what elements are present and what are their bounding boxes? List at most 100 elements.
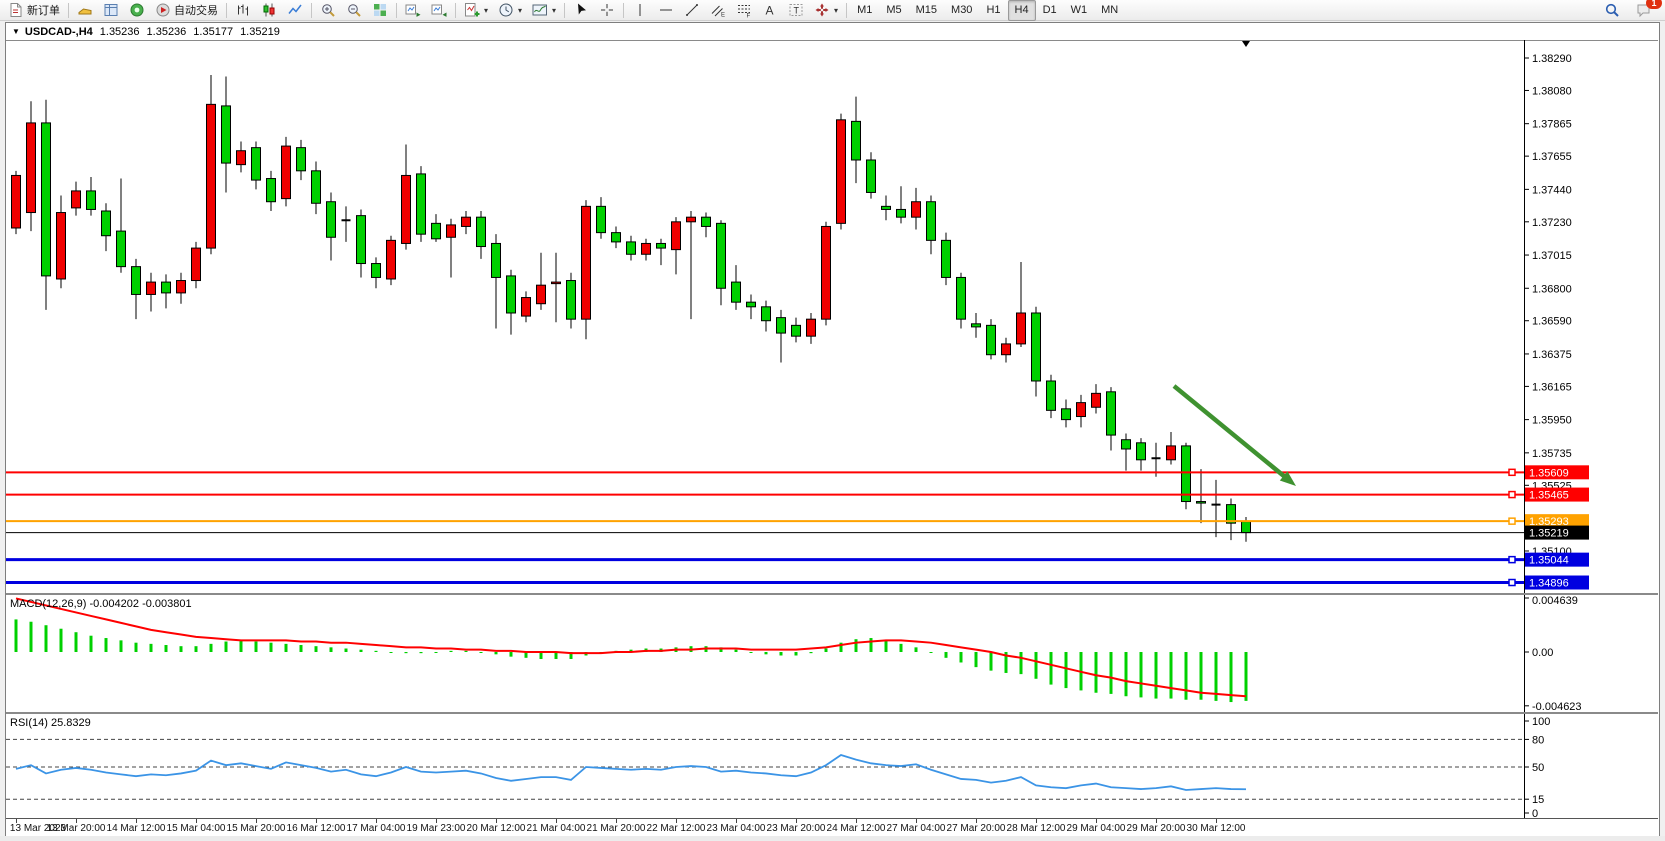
time-axis-label: 27 Mar 04:00 [886, 823, 946, 834]
trend-arrow-annotation [1172, 384, 1290, 482]
toolbar-separator [68, 2, 69, 18]
market-watch-button[interactable] [98, 0, 124, 21]
toolbar-separator [455, 2, 456, 18]
market-watch-icon [104, 4, 118, 16]
svg-text:1.35465: 1.35465 [1529, 490, 1569, 502]
candlestick-chart-button[interactable] [256, 0, 282, 21]
arrows-button[interactable]: ▾ [809, 0, 843, 21]
indicators-button[interactable]: ▾ [459, 0, 493, 21]
timeframe-m15-button[interactable]: M15 [915, 4, 938, 16]
time-axis-label: 16 Mar 12:00 [286, 823, 346, 834]
trendline-icon [686, 4, 699, 16]
label-button[interactable]: T [783, 0, 809, 21]
time-axis-label: 21 Mar 20:00 [586, 823, 646, 834]
chevron-down-icon: ▾ [552, 5, 557, 15]
time-axis-tick [196, 819, 197, 823]
panel-separator[interactable] [6, 712, 1658, 714]
timeframe-w1-button[interactable]: W1 [1070, 4, 1088, 16]
svg-text:1.34896: 1.34896 [1529, 578, 1569, 590]
time-axis-tick [676, 819, 677, 823]
svg-text:1.36165: 1.36165 [1532, 381, 1572, 393]
time-axis: 13 Mar 2023 13 Mar 20:00 14 Mar 12:00 15 Ma… [6, 819, 1658, 835]
notifications-button[interactable]: 1 [1631, 0, 1662, 21]
timeframe-m30-button[interactable]: M30 [951, 4, 973, 16]
svg-text:F: F [747, 14, 751, 19]
timeframe-m1-button[interactable]: M1 [857, 4, 873, 16]
svg-text:MACD(12,26,9) -0.004202 -0.003: MACD(12,26,9) -0.004202 -0.003801 [10, 598, 192, 610]
svg-text:1.35609: 1.35609 [1529, 467, 1569, 479]
time-axis-tick [556, 819, 557, 823]
tile-windows-button[interactable] [367, 0, 393, 21]
time-axis-tick [316, 819, 317, 823]
time-axis-tick [736, 819, 737, 823]
trendline-button[interactable] [679, 0, 705, 21]
auto-scroll-icon [405, 4, 421, 17]
time-axis-label: 23 Mar 04:00 [706, 823, 766, 834]
chart-close-value: 1.35219 [240, 25, 280, 38]
line-chart-button[interactable] [282, 0, 308, 21]
svg-text:E: E [721, 13, 725, 19]
timeframe-d1-button[interactable]: D1 [1042, 4, 1057, 16]
svg-text:1.35735: 1.35735 [1532, 448, 1572, 460]
indicators-icon [465, 3, 480, 17]
charts-profile-button[interactable] [72, 0, 98, 21]
zoom-out-icon [348, 4, 361, 17]
time-axis-label: 21 Mar 04:00 [526, 823, 586, 834]
fibonacci-button[interactable]: F [731, 0, 757, 21]
line-chart-icon [288, 4, 302, 14]
rsi-panel-canvas[interactable]: 100 80 50 15 0 RSI(14) 25.8329 [6, 714, 1658, 819]
bar-chart-button[interactable] [230, 0, 256, 21]
auto-trading-button[interactable]: 自动交易 [150, 0, 223, 21]
vline-icon [639, 4, 641, 16]
chart-title-bar: ▼ USDCAD-,H4 1.35236 1.35236 1.35177 1.3… [6, 23, 1659, 40]
toolbar-separator [564, 2, 566, 18]
time-axis-label: 23 Mar 20:00 [766, 823, 826, 834]
time-axis-label: 30 Mar 12:00 [1186, 823, 1246, 834]
periods-button[interactable]: ▾ [493, 0, 527, 21]
navigator-button[interactable] [124, 0, 150, 21]
crosshair-icon [601, 4, 614, 16]
svg-text:1.38080: 1.38080 [1532, 85, 1572, 97]
time-axis-label: 13 Mar 20:00 [46, 823, 106, 834]
timeframe-mn-button[interactable]: MN [1101, 4, 1119, 16]
svg-text:1.38290: 1.38290 [1532, 53, 1572, 65]
main-chart-canvas[interactable]: 1.38290 1.38080 1.37865 1.37655 1.37440 1.372… [6, 40, 1658, 593]
time-axis-tick [976, 819, 977, 823]
timeframe-h1-button[interactable]: H1 [986, 4, 1001, 16]
equidistant-channel-button[interactable]: E [705, 0, 731, 21]
macd-panel-canvas[interactable]: 0.004639 0.00 -0.004623 MACD(12,26,9) -0.00… [6, 595, 1658, 712]
time-axis-tick [856, 819, 857, 823]
new-order-button-label: 新订单 [27, 5, 60, 17]
new-order-button[interactable]: 新订单 [3, 0, 65, 21]
toolbar-separator [846, 2, 848, 18]
zoom-out-button[interactable] [341, 0, 367, 21]
chart-shift-button[interactable] [426, 0, 452, 21]
templates-button[interactable]: ▾ [527, 0, 561, 21]
chart-low-value: 1.35177 [193, 25, 234, 38]
svg-text:T: T [794, 6, 800, 16]
timeframe-m5-button[interactable]: M5 [886, 4, 902, 16]
chart-collapse-icon[interactable]: ▼ [12, 27, 20, 36]
chart-symbol-period: USDCAD-,H4 [24, 25, 93, 38]
search-button[interactable] [1599, 0, 1625, 21]
vertical-line-button[interactable] [627, 0, 653, 21]
text-button[interactable]: A [757, 0, 783, 21]
chart-open-value: 1.35236 [99, 25, 140, 38]
zoom-in-button[interactable] [315, 0, 341, 21]
time-axis-label: 19 Mar 23:00 [406, 823, 466, 834]
svg-text:1.35293: 1.35293 [1529, 516, 1569, 528]
horizontal-line-button[interactable] [653, 0, 679, 21]
time-axis-tick [376, 819, 377, 823]
cursor-button[interactable] [568, 0, 594, 21]
chart-high-value: 1.35236 [146, 25, 187, 38]
svg-text:1.37440: 1.37440 [1532, 184, 1572, 196]
crosshair-button[interactable] [594, 0, 620, 21]
chevron-down-icon: ▾ [518, 5, 523, 15]
time-axis-label: 29 Mar 04:00 [1066, 823, 1126, 834]
svg-text:80: 80 [1532, 734, 1544, 746]
auto-scroll-button[interactable] [400, 0, 426, 21]
panel-separator[interactable] [6, 593, 1658, 595]
label-icon: T [789, 4, 803, 16]
toolbar-separator [396, 2, 397, 18]
timeframe-h4-button[interactable]: H4 [1007, 0, 1036, 21]
